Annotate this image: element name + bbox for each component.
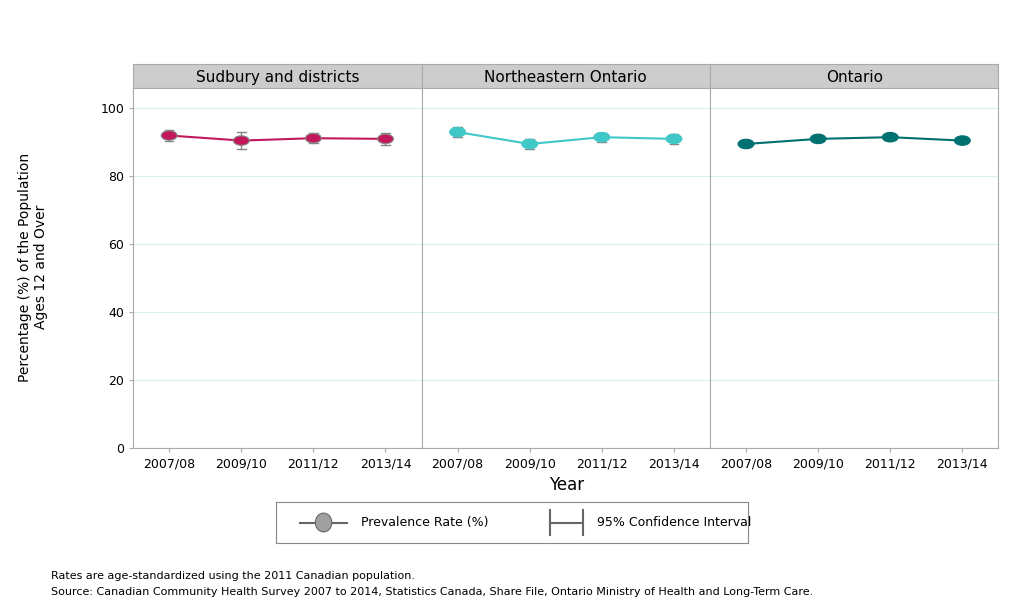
- Ellipse shape: [883, 133, 898, 142]
- Ellipse shape: [594, 133, 609, 142]
- Text: 95% Confidence Interval: 95% Confidence Interval: [597, 516, 752, 529]
- Ellipse shape: [738, 139, 754, 149]
- Text: Source: Canadian Community Health Survey 2007 to 2014, Statistics Canada, Share : Source: Canadian Community Health Survey…: [51, 587, 813, 597]
- Text: Northeastern Ontario: Northeastern Ontario: [484, 70, 647, 85]
- Ellipse shape: [450, 127, 466, 137]
- Ellipse shape: [954, 136, 971, 146]
- Ellipse shape: [305, 133, 322, 143]
- Ellipse shape: [233, 136, 249, 146]
- Ellipse shape: [378, 134, 393, 144]
- Text: Prevalence Rate (%): Prevalence Rate (%): [361, 516, 488, 529]
- Text: Rates are age-standardized using the 2011 Canadian population.: Rates are age-standardized using the 201…: [51, 571, 415, 581]
- Text: Sudbury and districts: Sudbury and districts: [196, 70, 359, 85]
- Ellipse shape: [522, 139, 538, 149]
- Ellipse shape: [161, 131, 177, 140]
- Text: Year: Year: [549, 476, 584, 494]
- Text: Percentage (%) of the Population
Ages 12 and Over: Percentage (%) of the Population Ages 12…: [17, 152, 48, 382]
- Ellipse shape: [810, 134, 826, 144]
- Text: Ontario: Ontario: [825, 70, 883, 85]
- Ellipse shape: [315, 513, 332, 532]
- Ellipse shape: [666, 134, 682, 144]
